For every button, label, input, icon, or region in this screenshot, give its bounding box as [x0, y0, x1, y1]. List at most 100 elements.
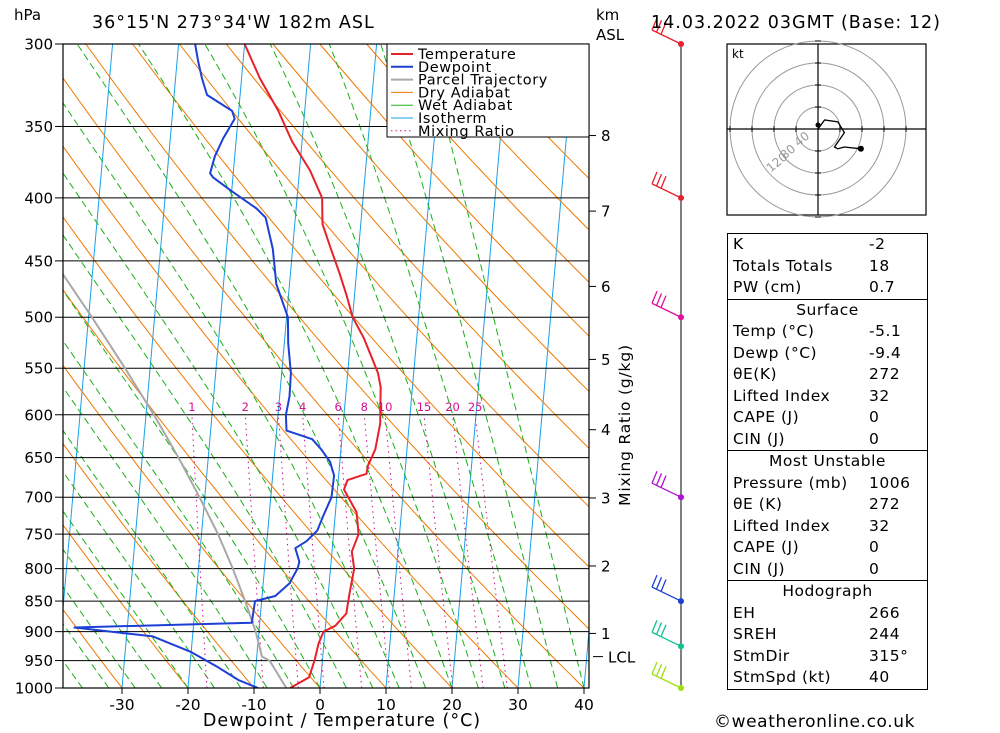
wind-barb-feather	[651, 171, 658, 185]
isotherm-line	[187, 44, 246, 688]
km-label: km	[596, 6, 619, 24]
wind-barb-feather	[655, 622, 663, 635]
most-unstable-label: CIN (J)	[733, 559, 786, 578]
surface-label: Temp (°C)	[733, 322, 815, 340]
wind-barb-feather	[655, 577, 663, 590]
most-unstable-row: CAPE (J) 0	[728, 537, 927, 559]
hodograph-unit: kt	[732, 47, 744, 61]
wet-adiabat-line	[328, 44, 532, 688]
most-unstable-label: CAPE (J)	[733, 538, 800, 556]
wind-barb-feather	[655, 663, 663, 677]
isotherm-line	[319, 44, 378, 688]
site-link: weatheronline.co.uk	[732, 712, 915, 732]
wind-barb-feather	[655, 173, 663, 187]
mixing-ratio-line	[337, 414, 363, 688]
pressure-label: 650	[24, 449, 53, 467]
wet-adiabat-line	[63, 623, 110, 688]
pressure-label: 300	[24, 36, 53, 54]
most-unstable-row: CIN (J) 0	[728, 559, 927, 581]
wind-barb-feather	[651, 470, 658, 484]
index-row: PW (cm) 0.7	[728, 277, 927, 299]
dry-adiabat-line	[63, 216, 453, 688]
wet-adiabat-line	[269, 44, 506, 688]
wet-adiabat-line	[63, 172, 374, 688]
pressure-label: 450	[24, 252, 53, 270]
surface-row: CIN (J) 0	[728, 429, 927, 451]
most-unstable-value: 0	[869, 538, 880, 556]
mixing-ratio-axis-title: Mixing Ratio (g/kg)	[616, 344, 634, 506]
x-tick-label: 20	[442, 696, 462, 714]
mixing-ratio-label: 25	[468, 400, 483, 414]
most-unstable-label: θE (K)	[733, 495, 783, 513]
km-label: 2	[601, 557, 611, 575]
isotherm-line	[253, 44, 312, 688]
wet-adiabat-line	[63, 102, 400, 688]
hodograph-row: StmDir 315°	[728, 646, 927, 668]
wind-barb-feather	[660, 475, 667, 488]
chart-frame	[62, 43, 590, 689]
pressure-label: 600	[24, 406, 53, 424]
hpa-label: hPa	[14, 6, 41, 24]
dry-adiabat-line	[63, 145, 519, 688]
km-label: 4	[601, 421, 611, 439]
pressure-label: 350	[24, 118, 53, 136]
isotherm-line	[63, 44, 114, 615]
pressure-label: 500	[24, 309, 53, 327]
mixing-ratio-line	[363, 414, 390, 688]
x-tick-label: -10	[241, 696, 266, 714]
pressure-label: 400	[24, 189, 53, 207]
wind-barb-feather	[651, 290, 658, 304]
surface-value: -5.1	[869, 322, 902, 340]
dry-adiabat-line	[63, 608, 123, 688]
copyright-icon: ©	[714, 712, 732, 732]
hodograph-value: 40	[869, 668, 890, 686]
surface-value: 272	[869, 365, 901, 383]
temperature-line	[243, 44, 382, 688]
wet-adiabat-line	[63, 510, 189, 688]
location-title: 36°15'N 273°34'W 182m ASL	[92, 13, 375, 33]
hodograph-value: 315°	[869, 646, 909, 665]
isotherm-line	[385, 44, 444, 688]
hodograph-row: SREH 244	[728, 624, 927, 646]
indices-section: K -2 Totals Totals 18 PW (cm) 0.7	[728, 234, 927, 299]
pressure-label: 900	[24, 623, 53, 641]
wind-barb-feather	[655, 473, 663, 486]
legend-item: Isotherm	[418, 111, 487, 127]
km-label: 3	[601, 489, 611, 507]
hodograph-section: Hodograph EH 266 SREH 244 StmDir 315° StmSpd (…	[728, 580, 927, 689]
surface-section: Surface Temp (°C) -5.1 Dewp (°C) -9.4 θE(K) 2…	[728, 298, 927, 451]
legend-item: Parcel Trajectory	[418, 73, 548, 89]
mixing-ratio-label: 6	[335, 400, 342, 414]
wind-barb-feather	[651, 661, 658, 675]
index-label: PW (cm)	[733, 278, 802, 296]
copyright-footer[interactable]: ©weatheronline.co.uk	[714, 712, 915, 732]
hodograph-label: StmDir	[733, 646, 790, 665]
hodograph-label: SREH	[733, 625, 778, 643]
wind-barb-feather	[651, 574, 658, 588]
pressure-label: 750	[24, 526, 53, 544]
hodograph-end-dot	[857, 145, 864, 152]
x-tick-label: 40	[574, 696, 594, 714]
surface-title: Surface	[796, 300, 859, 319]
wind-barb-feather	[655, 19, 663, 33]
mixing-ratio-label: 2	[242, 400, 249, 414]
surface-label: CAPE (J)	[733, 408, 800, 426]
mixing-ratio-line	[423, 414, 454, 688]
x-tick-label: 0	[315, 696, 325, 714]
hodograph-label: StmSpd (kt)	[733, 668, 832, 686]
wind-barb-feather	[655, 293, 663, 306]
x-axis-title: Dewpoint / Temperature (°C)	[203, 711, 481, 731]
isotherm-line	[451, 44, 510, 688]
pressure-label: 950	[24, 652, 53, 670]
wet-adiabat-line	[380, 44, 559, 688]
surface-value: 0	[869, 408, 880, 426]
index-row: Totals Totals 18	[728, 256, 927, 278]
mixing-ratio-label: 15	[417, 400, 432, 414]
parcel-trajectory-line	[63, 272, 288, 688]
wind-barb-feather	[660, 624, 667, 637]
mixing-ratio-line	[302, 414, 325, 688]
wet-adiabat-line	[63, 470, 215, 688]
wind-barb-feather	[660, 22, 667, 35]
